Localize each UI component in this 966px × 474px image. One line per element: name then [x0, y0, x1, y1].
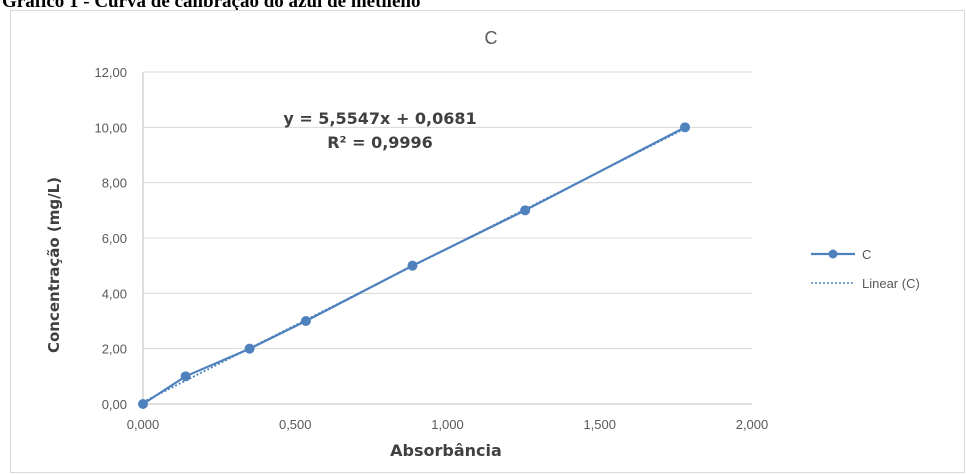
data-point — [300, 316, 311, 326]
data-points — [138, 122, 691, 409]
data-point — [407, 260, 418, 271]
x-tick-label: 2,000 — [736, 417, 769, 432]
data-point — [520, 205, 531, 216]
data-point — [244, 343, 255, 354]
legend: C Linear (C) — [811, 247, 920, 291]
x-tick-label: 1,000 — [431, 417, 464, 432]
x-tick-label: 0,500 — [279, 417, 312, 432]
chart-frame — [10, 10, 965, 473]
x-tick-labels: 0,000 0,500 1,000 1,500 2,000 — [127, 417, 769, 432]
y-tick-label: 8,00 — [102, 176, 127, 191]
y-tick-label: 10,00 — [94, 120, 127, 135]
y-tick-label: 12,00 — [94, 65, 127, 80]
figure-caption: Gráfico 1 - Curva de calibração do azul … — [2, 0, 421, 12]
data-point — [180, 371, 191, 382]
trendline-equation: y = 5,5547x + 0,0681 — [283, 109, 476, 128]
y-axis-title: Concentração (mg/L) — [45, 177, 63, 353]
data-point — [138, 399, 148, 409]
gridlines — [143, 71, 752, 350]
y-tick-label: 4,00 — [102, 286, 127, 301]
y-tick-labels: 0,00 2,00 4,00 6,00 8,00 10,00 12,00 — [94, 65, 127, 412]
y-tick-label: 0,00 — [102, 397, 127, 412]
legend-label-linear: Linear (C) — [862, 276, 920, 291]
legend-label-c: C — [862, 247, 871, 262]
y-tick-label: 6,00 — [102, 231, 127, 246]
data-point — [680, 122, 691, 133]
x-axis-title: Absorbância — [390, 441, 502, 460]
x-tick-label: 1,500 — [583, 417, 616, 432]
y-tick-label: 2,00 — [102, 342, 127, 357]
chart-title: C — [485, 28, 498, 48]
x-tick-label: 0,000 — [127, 417, 160, 432]
legend-marker-c — [828, 249, 838, 259]
trendline-r-squared: R² = 0,9996 — [327, 133, 433, 152]
